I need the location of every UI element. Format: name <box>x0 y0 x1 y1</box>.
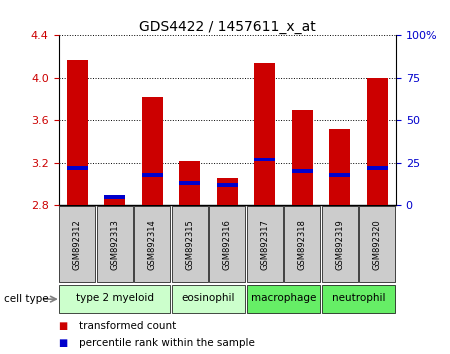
Bar <box>67 166 88 170</box>
FancyBboxPatch shape <box>322 206 358 282</box>
Bar <box>292 170 313 173</box>
FancyBboxPatch shape <box>59 206 95 282</box>
Text: GSM892317: GSM892317 <box>260 219 269 270</box>
Text: GSM892320: GSM892320 <box>373 219 382 270</box>
FancyBboxPatch shape <box>284 206 320 282</box>
FancyBboxPatch shape <box>247 285 320 314</box>
Bar <box>67 60 88 205</box>
Text: ■: ■ <box>58 321 68 331</box>
Text: GSM892318: GSM892318 <box>298 219 307 270</box>
Text: GSM892312: GSM892312 <box>73 219 82 270</box>
FancyBboxPatch shape <box>209 206 245 282</box>
Bar <box>142 97 162 205</box>
Text: eosinophil: eosinophil <box>182 293 235 303</box>
Bar <box>104 195 125 199</box>
Text: cell type: cell type <box>4 294 49 304</box>
Text: type 2 myeloid: type 2 myeloid <box>76 293 154 303</box>
Bar <box>292 110 313 205</box>
Text: GSM892313: GSM892313 <box>110 219 119 270</box>
FancyBboxPatch shape <box>59 285 170 314</box>
Bar <box>367 166 387 170</box>
Text: ■: ■ <box>58 338 68 348</box>
Bar <box>217 178 238 205</box>
Text: GSM892315: GSM892315 <box>185 219 194 270</box>
Text: GSM892314: GSM892314 <box>148 219 157 270</box>
Bar <box>254 63 275 205</box>
Bar <box>329 129 350 205</box>
Bar <box>217 183 238 187</box>
FancyBboxPatch shape <box>97 206 133 282</box>
FancyBboxPatch shape <box>172 206 208 282</box>
Text: neutrophil: neutrophil <box>332 293 385 303</box>
Text: percentile rank within the sample: percentile rank within the sample <box>79 338 255 348</box>
Text: macrophage: macrophage <box>251 293 316 303</box>
Bar <box>142 173 162 177</box>
Bar <box>254 158 275 161</box>
FancyBboxPatch shape <box>172 285 245 314</box>
Text: GSM892319: GSM892319 <box>335 219 344 270</box>
FancyBboxPatch shape <box>359 206 395 282</box>
FancyBboxPatch shape <box>247 206 283 282</box>
Bar <box>180 161 200 205</box>
Bar <box>367 78 387 205</box>
FancyBboxPatch shape <box>134 206 170 282</box>
Bar <box>329 173 350 177</box>
Bar <box>104 198 125 205</box>
Text: transformed count: transformed count <box>79 321 176 331</box>
Text: GSM892316: GSM892316 <box>223 219 232 270</box>
Bar <box>180 181 200 185</box>
FancyBboxPatch shape <box>322 285 395 314</box>
Title: GDS4422 / 1457611_x_at: GDS4422 / 1457611_x_at <box>139 21 315 34</box>
